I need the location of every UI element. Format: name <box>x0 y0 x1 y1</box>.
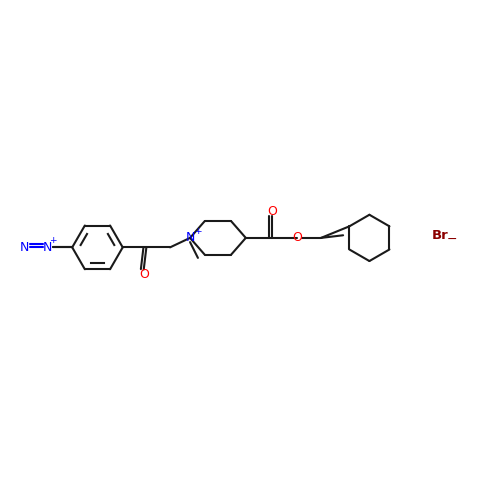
Text: O: O <box>292 232 302 244</box>
Text: +: + <box>194 226 201 235</box>
Text: +: + <box>49 236 56 245</box>
Text: −: − <box>446 233 457 246</box>
Text: O: O <box>139 268 148 280</box>
Text: N: N <box>186 232 195 244</box>
Text: Br: Br <box>432 229 448 242</box>
Text: N: N <box>43 241 52 254</box>
Text: N: N <box>20 241 30 254</box>
Text: O: O <box>267 204 277 218</box>
